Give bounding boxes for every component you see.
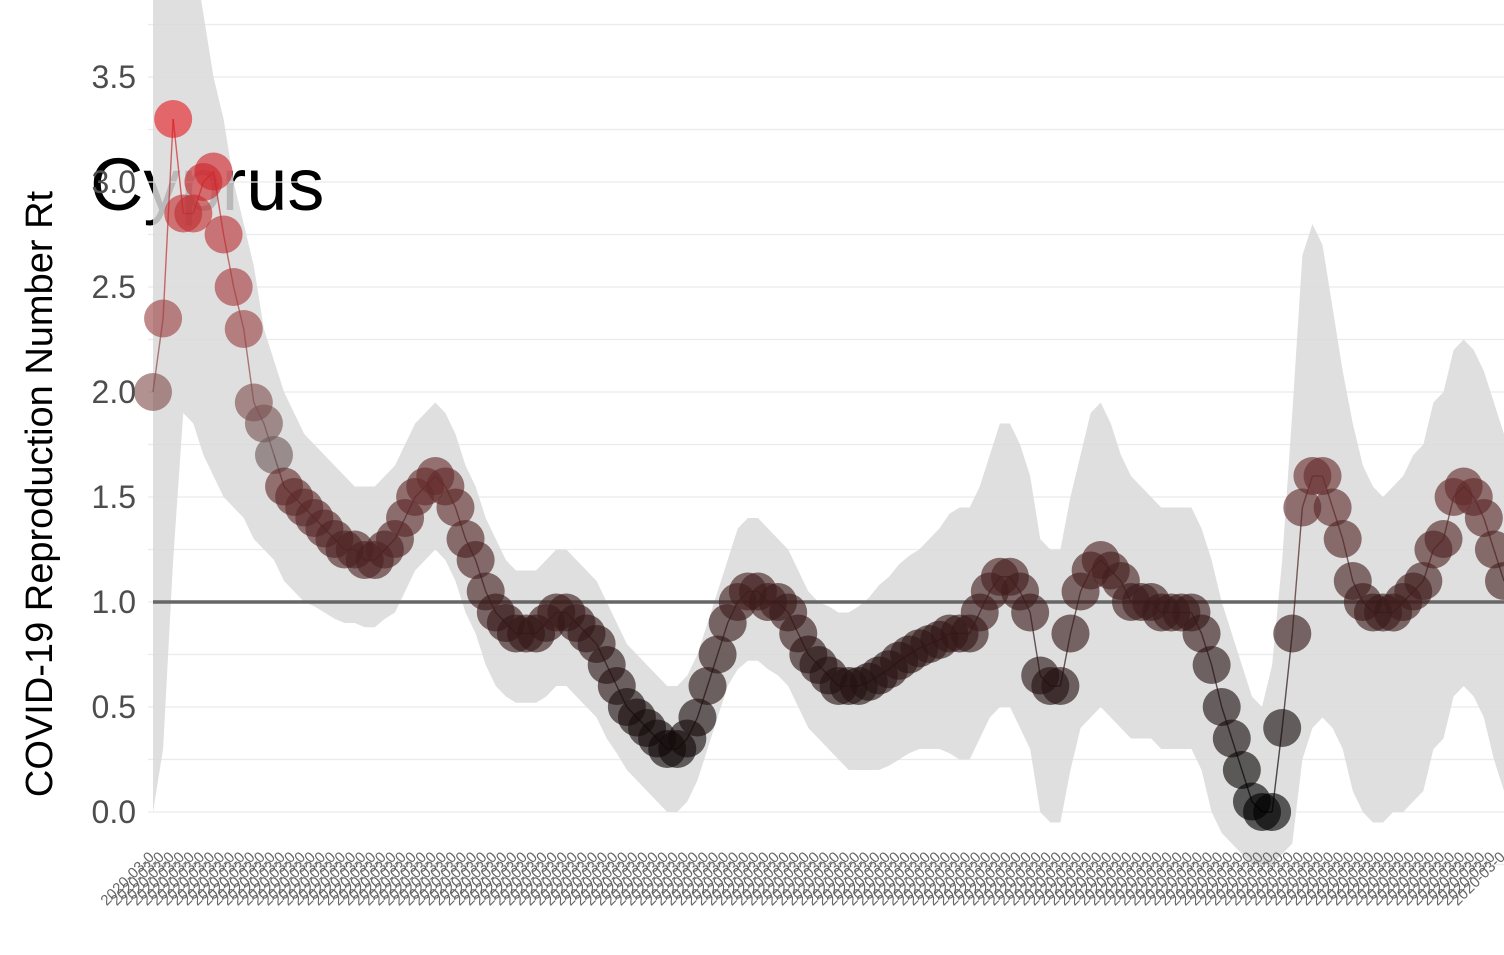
data-point (1464, 499, 1503, 537)
data-point (254, 436, 293, 474)
y-tick-label: 0.5 (92, 689, 136, 725)
data-point (1323, 520, 1362, 558)
y-tick-labels: 0.00.51.01.52.02.53.03.54.04.5 (92, 59, 136, 830)
y-tick-label: 3.0 (92, 164, 136, 200)
confidence-ribbon (153, 0, 1504, 865)
x-tick-marks: 2020-03-02020-03-02020-03-02020-03-02020… (97, 849, 1504, 909)
data-point (1253, 793, 1292, 831)
data-point (1313, 488, 1352, 527)
data-point (1263, 709, 1302, 747)
data-point (698, 635, 737, 674)
data-point (134, 373, 172, 411)
data-point (678, 698, 717, 737)
ci-band (153, 0, 1504, 865)
y-tick-label: 1.5 (92, 479, 136, 515)
y-tick-label: 0.0 (92, 794, 136, 830)
data-point (1404, 562, 1443, 600)
data-point (1222, 751, 1261, 789)
data-point (1485, 562, 1504, 600)
data-point (1041, 667, 1080, 705)
data-point (244, 404, 283, 443)
data-point (1424, 520, 1463, 558)
data-point (144, 299, 183, 338)
data-point (1202, 688, 1241, 726)
trend-segment (1291, 507, 1304, 634)
data-point (1303, 457, 1342, 495)
y-tick-label: 2.5 (92, 269, 136, 305)
data-point (1212, 719, 1251, 758)
y-tick-label: 2.0 (92, 374, 136, 410)
data-point (194, 152, 233, 191)
data-point (224, 310, 263, 348)
y-tick-label: 3.5 (92, 59, 136, 95)
data-point (436, 488, 475, 527)
data-point (1474, 530, 1504, 569)
data-point (1273, 614, 1312, 653)
data-points (134, 100, 1504, 831)
data-point (1283, 488, 1322, 527)
y-tick-label: 1.0 (92, 584, 136, 620)
data-point (204, 215, 243, 254)
data-point (688, 667, 727, 705)
data-point (154, 100, 193, 138)
data-point (456, 541, 495, 579)
data-point (214, 268, 253, 306)
data-point (174, 194, 213, 233)
data-point (1011, 593, 1050, 632)
data-point (1192, 646, 1231, 684)
data-point (1182, 614, 1221, 653)
y-axis-label: COVID-19 Reproduction Number Rt (19, 191, 61, 798)
data-point (1051, 614, 1090, 653)
